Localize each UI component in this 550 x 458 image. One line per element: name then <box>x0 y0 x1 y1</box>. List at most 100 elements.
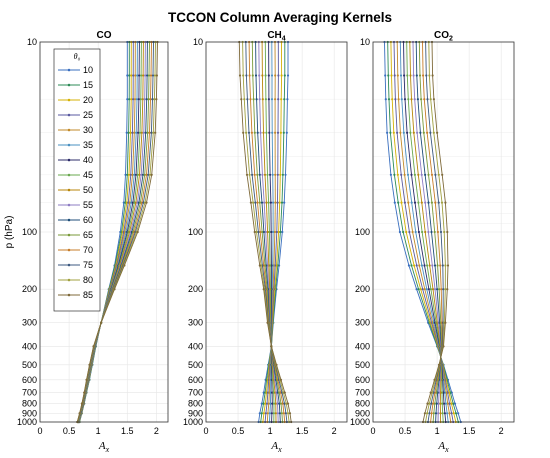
y-tick-label: 200 <box>188 284 203 294</box>
series-point <box>434 173 437 176</box>
series-point <box>399 74 403 77</box>
series-point <box>420 201 423 204</box>
series-point <box>136 173 139 176</box>
series-point <box>134 173 138 176</box>
series-point <box>126 173 129 176</box>
series-point <box>279 402 283 405</box>
legend-entry-35: 35 <box>83 140 93 150</box>
series-point <box>286 402 290 405</box>
series-point <box>132 74 135 77</box>
series-point <box>437 363 441 366</box>
series-point <box>439 402 442 405</box>
series-point <box>146 74 149 77</box>
series-point <box>415 74 418 77</box>
y-tick-label: 900 <box>22 408 37 418</box>
series-point <box>432 131 435 134</box>
series-point <box>140 131 143 134</box>
series-point <box>279 378 283 381</box>
series-point <box>283 98 286 101</box>
series-point <box>139 98 142 101</box>
series-point <box>258 173 261 176</box>
x-tick-label: 1 <box>268 426 273 436</box>
panel-2: 0 0.5 1 1.5 2 10 100 200 300 400 500 600 70080090010… <box>183 30 348 454</box>
series-point <box>415 288 418 291</box>
series-point <box>78 412 81 415</box>
series-point <box>258 264 261 267</box>
series-point <box>251 173 254 176</box>
series-point <box>444 321 447 324</box>
panel-title-main: CO <box>434 30 449 41</box>
series-point <box>429 288 432 291</box>
series-point <box>126 74 129 77</box>
series-point <box>277 98 280 101</box>
panel-title: CH4 <box>267 30 285 43</box>
series-point <box>419 131 422 134</box>
series-point <box>124 173 127 176</box>
series-point <box>403 201 406 204</box>
series-point <box>442 345 445 348</box>
series-point <box>262 288 265 291</box>
series-point <box>284 412 287 415</box>
legend-marker-35 <box>67 143 71 147</box>
series-point <box>431 74 434 77</box>
series-point <box>384 74 387 77</box>
series-point <box>150 173 153 176</box>
series-point <box>264 98 267 101</box>
series-point <box>256 201 259 204</box>
series-point <box>258 412 261 415</box>
series-point <box>427 173 430 176</box>
series-point <box>393 201 396 204</box>
series-point <box>420 264 423 267</box>
series-point <box>434 201 437 204</box>
series-point <box>133 98 137 101</box>
legend-marker-75 <box>67 263 71 267</box>
series-point <box>285 131 288 134</box>
panel-title-main: CH <box>267 30 281 41</box>
series-point <box>429 131 432 134</box>
series-point <box>280 412 283 415</box>
series-point <box>276 412 279 415</box>
series-point <box>420 98 423 101</box>
y-tick-label: 400 <box>188 341 203 351</box>
series-point <box>439 230 443 234</box>
series-point <box>283 391 286 394</box>
y-tick-label: 800 <box>188 399 203 409</box>
series-point <box>423 288 426 291</box>
legend-entry-65: 65 <box>83 230 93 240</box>
series-point <box>402 230 405 234</box>
series-point <box>274 131 277 134</box>
series-point <box>262 230 265 234</box>
series-point <box>437 201 440 204</box>
series-point <box>127 173 131 176</box>
series-point <box>432 98 435 101</box>
series-point <box>286 74 290 77</box>
series-point <box>403 173 406 176</box>
series-point <box>422 131 425 134</box>
y-tick-label: 100 <box>22 227 37 237</box>
series-point <box>131 173 134 176</box>
series-point <box>411 230 414 234</box>
series-point <box>272 402 276 405</box>
series-point <box>399 131 402 134</box>
series-point <box>128 98 131 101</box>
x-axis-label: Ax <box>437 440 449 454</box>
x-tick-label: 2 <box>332 426 337 436</box>
x-axis-label-sub: x <box>444 445 449 454</box>
series-point <box>136 74 139 77</box>
series-point <box>442 402 446 405</box>
series-point <box>430 201 433 204</box>
series-point <box>410 264 413 267</box>
series-point <box>283 74 286 77</box>
series-point <box>274 74 277 77</box>
series-point <box>92 345 95 348</box>
series-point <box>454 412 458 415</box>
series-point <box>153 74 157 77</box>
series-point <box>418 264 421 267</box>
series-point <box>284 173 287 176</box>
series-point <box>428 412 431 415</box>
series-point <box>431 264 434 267</box>
series-point <box>270 98 274 101</box>
series-point <box>123 264 126 267</box>
series-point <box>387 74 390 77</box>
y-tick-label: 900 <box>355 408 370 418</box>
